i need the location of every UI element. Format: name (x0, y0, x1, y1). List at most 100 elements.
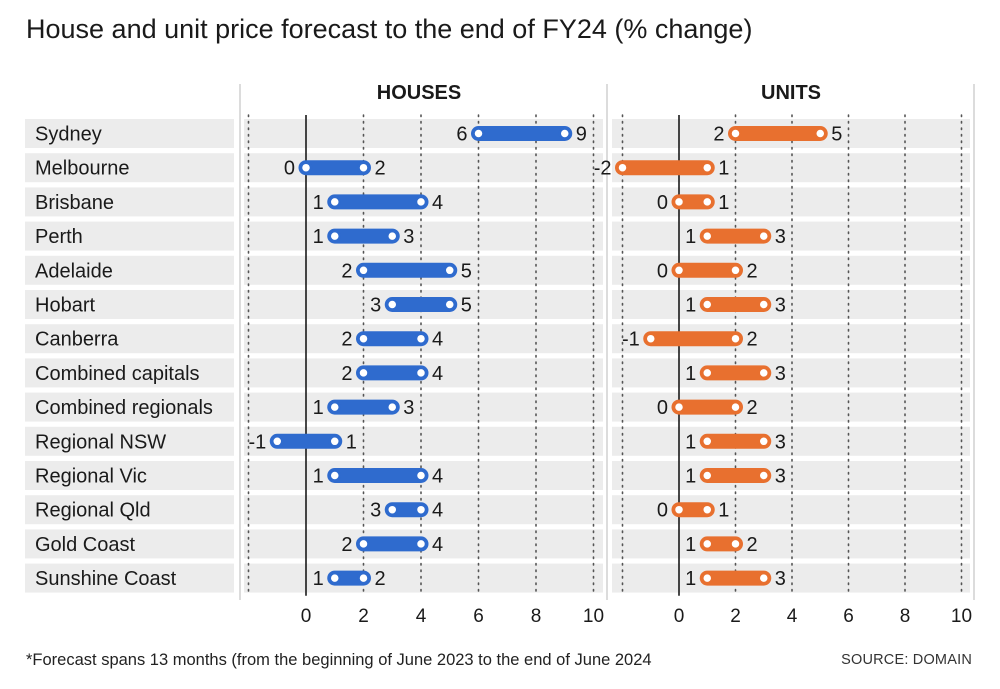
range-low-marker (672, 400, 686, 414)
range-high-label: 4 (432, 192, 443, 214)
range-high-marker (357, 571, 370, 585)
footnote: *Forecast spans 13 months (from the begi… (26, 651, 652, 669)
row-band (612, 529, 970, 559)
range-high-label: 9 (576, 124, 587, 146)
range-high-marker (386, 229, 399, 243)
range-high-marker (757, 366, 770, 380)
range-low-label: -1 (248, 431, 266, 453)
range-high-marker (757, 435, 770, 448)
row-label-band (25, 529, 234, 559)
range-high-label: 4 (432, 329, 443, 351)
panel-header: HOUSES (377, 82, 461, 104)
range-low-marker (328, 229, 341, 243)
category-label: Melbourne (35, 158, 130, 180)
range-low-marker (328, 571, 341, 585)
range-low-label: 1 (685, 568, 696, 590)
range-high-label: 4 (432, 363, 443, 385)
range-high-marker (757, 298, 770, 311)
category-label: Regional NSW (35, 431, 166, 453)
range-low-marker (701, 469, 714, 482)
range-low-label: 1 (685, 226, 696, 248)
range-low-marker (701, 366, 714, 380)
range-high-marker (443, 298, 456, 311)
range-high-marker (443, 264, 456, 277)
range-low-label: 2 (341, 363, 352, 385)
range-high-marker (414, 195, 428, 209)
row-band (244, 392, 603, 422)
range-high-marker (357, 161, 370, 174)
source-credit: SOURCE: DOMAIN (841, 652, 972, 668)
range-high-marker (814, 127, 827, 140)
row-band (244, 221, 603, 251)
range-low-label: 2 (713, 124, 724, 146)
range-high-marker (757, 571, 770, 585)
range-low-marker (701, 435, 714, 448)
category-label: Perth (35, 226, 83, 248)
range-low-label: -2 (594, 158, 612, 180)
category-label: Brisbane (35, 192, 114, 214)
range-high-label: 3 (775, 226, 786, 248)
x-tick-label: 2 (358, 606, 369, 627)
range-low-marker (386, 503, 399, 516)
range-high-label: 3 (775, 431, 786, 453)
range-low-label: 1 (685, 466, 696, 488)
row-band (244, 563, 603, 593)
range-high-label: 2 (375, 568, 386, 590)
range-high-marker (729, 332, 742, 345)
range-high-marker (414, 503, 428, 516)
row-band (612, 290, 970, 319)
range-low-marker (701, 229, 714, 243)
range-low-label: 2 (341, 260, 352, 282)
x-tick-label: 2 (730, 606, 741, 627)
x-tick-label: 10 (951, 606, 972, 627)
range-low-marker (357, 537, 370, 551)
range-high-marker (414, 332, 428, 345)
x-tick-label: 8 (900, 606, 911, 627)
category-label: Canberra (35, 329, 119, 351)
range-high-marker (729, 537, 742, 551)
range-high-label: 1 (346, 431, 357, 453)
chart-title: House and unit price forecast to the end… (26, 14, 753, 44)
category-label: Combined capitals (35, 363, 200, 385)
range-low-marker (328, 400, 341, 414)
range-low-marker (644, 332, 657, 345)
range-high-marker (729, 400, 742, 414)
range-high-marker (414, 366, 428, 380)
range-high-marker (701, 503, 714, 516)
row-label-band (25, 358, 234, 388)
range-high-marker (328, 435, 341, 448)
range-high-label: 4 (432, 466, 443, 488)
range-low-marker (701, 298, 714, 311)
x-tick-label: 4 (787, 606, 798, 627)
range-high-label: 2 (747, 397, 758, 419)
category-label: Sydney (35, 124, 102, 146)
row-label-band (25, 461, 234, 490)
range-low-label: 0 (284, 158, 295, 180)
range-low-marker (701, 571, 714, 585)
row-label-band (25, 153, 234, 183)
range-low-label: 0 (657, 192, 668, 214)
range-low-label: 3 (370, 500, 381, 522)
panel-header: UNITS (761, 82, 821, 104)
range-high-marker (757, 469, 770, 482)
range-high-label: 3 (775, 363, 786, 385)
row-label-band (25, 426, 234, 456)
range-low-marker (299, 161, 313, 174)
x-tick-label: 0 (301, 606, 312, 627)
range-low-label: 2 (341, 534, 352, 556)
range-low-marker (672, 503, 686, 516)
row-label-band (25, 119, 234, 148)
range-high-label: 3 (403, 397, 414, 419)
row-label-band (25, 324, 234, 354)
range-low-label: 1 (685, 534, 696, 556)
category-label: Regional Qld (35, 500, 151, 522)
range-low-marker (672, 195, 686, 209)
row-label-band (25, 187, 234, 217)
range-low-marker (472, 127, 485, 140)
range-high-label: 5 (831, 124, 842, 146)
range-high-label: 2 (747, 260, 758, 282)
range-high-label: 3 (775, 568, 786, 590)
x-tick-label: 4 (416, 606, 427, 627)
category-label: Adelaide (35, 260, 113, 282)
